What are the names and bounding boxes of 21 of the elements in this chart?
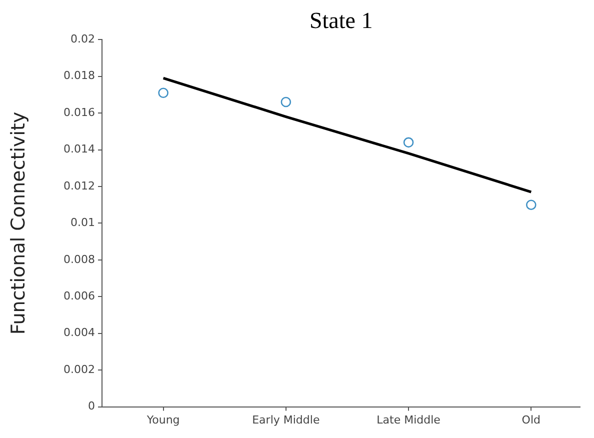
point bbox=[280, 96, 292, 108]
y-tick-label: 0.018 bbox=[64, 69, 95, 82]
y-tick-label: 0.002 bbox=[64, 362, 95, 376]
y-tick-label: 0.02 bbox=[70, 32, 95, 46]
x-tick-label: Early Middle bbox=[252, 413, 320, 426]
y-tick-label: 0.016 bbox=[64, 106, 95, 119]
x-tick-label: Old bbox=[522, 413, 541, 426]
y-tick-label: 0.006 bbox=[64, 290, 95, 302]
point bbox=[158, 88, 168, 98]
chart-title: State 1 bbox=[309, 8, 373, 33]
y-tick-label: 0.01 bbox=[70, 216, 95, 230]
y-axis-title: Functional Connectivity bbox=[7, 112, 30, 335]
x-tick-label: Young bbox=[146, 413, 180, 426]
y-tick-label: 0.012 bbox=[64, 179, 95, 192]
y-tick-label: 0.004 bbox=[64, 326, 95, 340]
y-tick-label: 0.014 bbox=[64, 142, 95, 156]
point bbox=[403, 137, 414, 148]
x-tick-label: Late Middle bbox=[376, 413, 441, 426]
point bbox=[526, 200, 536, 210]
y-tick-label: 0 bbox=[88, 400, 95, 413]
y-tick-label: 0.008 bbox=[64, 252, 95, 266]
